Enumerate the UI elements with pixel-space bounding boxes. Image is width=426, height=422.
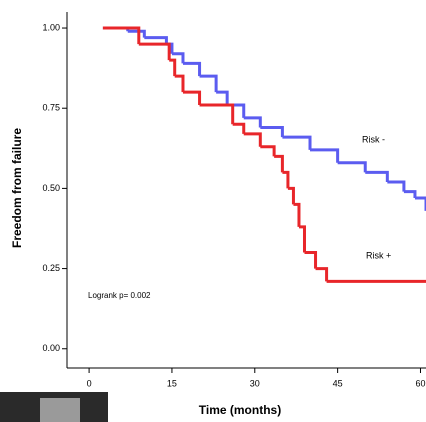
series-label: Risk - <box>362 134 385 144</box>
y-tick-label: 1.00 <box>42 22 60 32</box>
survival-step <box>274 154 284 173</box>
survival-step <box>182 90 202 106</box>
survival-step <box>169 58 177 77</box>
survival-step <box>243 132 262 147</box>
y-axis-label: Freedom from failure <box>10 128 24 248</box>
x-tick-label: 30 <box>250 378 260 388</box>
survival-step <box>127 29 146 38</box>
survival-step <box>387 180 406 192</box>
survival-step <box>138 42 171 61</box>
survival-step <box>199 74 218 93</box>
survival-step <box>287 186 295 205</box>
survival-step <box>365 170 389 182</box>
survival-step <box>282 135 312 150</box>
x-axis-label: Time (months) <box>199 403 281 417</box>
survival-step <box>293 202 301 227</box>
survival-step <box>216 90 229 106</box>
y-tick-label: 0.00 <box>42 343 60 353</box>
survival-step <box>304 251 318 269</box>
y-tick-label: 0.75 <box>42 103 60 113</box>
x-tick-label: 0 <box>87 378 92 388</box>
survival-step <box>232 122 246 134</box>
x-tick-label: 60 <box>415 378 425 388</box>
survival-step <box>337 161 367 173</box>
survival-step <box>182 61 202 77</box>
survival-step <box>403 190 417 199</box>
survival-step <box>414 196 426 211</box>
survival-step <box>227 103 246 118</box>
survival-step <box>144 36 168 45</box>
survival-step <box>171 52 185 64</box>
y-tick-label: 0.25 <box>42 263 60 273</box>
survival-step <box>310 148 340 163</box>
survival-step <box>315 267 329 282</box>
survival-step <box>298 225 306 253</box>
annotation: Logrank p= 0.002 <box>88 291 151 300</box>
survival-step <box>282 170 290 189</box>
survival-step <box>260 125 284 138</box>
x-tick-label: 45 <box>333 378 343 388</box>
photo-fragment <box>40 398 80 422</box>
x-tick-label: 15 <box>167 378 177 388</box>
survival-step <box>174 74 185 93</box>
survival-step <box>199 103 235 125</box>
survival-step <box>102 26 141 45</box>
y-tick-label: 0.50 <box>42 183 60 193</box>
survival-step <box>260 145 276 157</box>
series-label: Risk + <box>366 250 391 260</box>
survival-step <box>243 116 262 128</box>
